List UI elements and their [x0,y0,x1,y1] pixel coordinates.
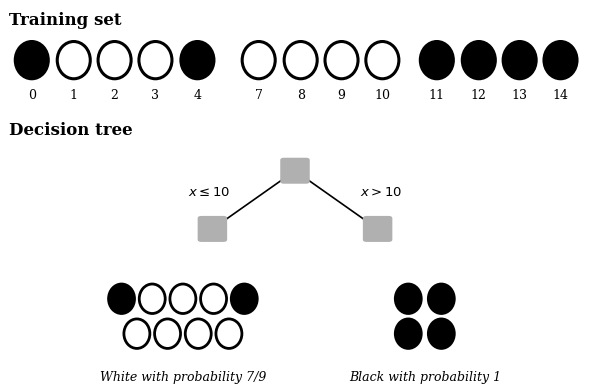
Text: 9: 9 [337,89,346,102]
Ellipse shape [395,319,421,348]
Ellipse shape [201,284,227,314]
Text: 0: 0 [28,89,36,102]
Ellipse shape [242,42,275,79]
Ellipse shape [366,42,399,79]
Text: 10: 10 [375,89,391,102]
Ellipse shape [57,42,90,79]
Text: Training set: Training set [9,12,122,29]
Text: 7: 7 [255,89,263,102]
Ellipse shape [325,42,358,79]
Ellipse shape [428,284,454,314]
Text: 4: 4 [194,89,201,102]
Text: Black with probability 1: Black with probability 1 [349,371,501,384]
Text: 14: 14 [552,89,569,102]
Ellipse shape [420,42,453,79]
Text: Decision tree: Decision tree [9,122,133,139]
Ellipse shape [98,42,131,79]
Text: $x > 10$: $x > 10$ [360,185,402,199]
Text: 13: 13 [512,89,527,102]
Ellipse shape [170,284,196,314]
Ellipse shape [231,284,257,314]
FancyBboxPatch shape [198,216,227,242]
FancyBboxPatch shape [363,216,392,242]
Ellipse shape [463,42,496,79]
Ellipse shape [124,319,150,348]
Ellipse shape [109,284,135,314]
Ellipse shape [544,42,577,79]
Ellipse shape [185,319,211,348]
Text: $x \leq 10$: $x \leq 10$ [188,185,230,199]
Ellipse shape [428,319,454,348]
Text: 2: 2 [111,89,119,102]
Ellipse shape [139,284,165,314]
Text: 12: 12 [471,89,487,102]
Ellipse shape [155,319,181,348]
Ellipse shape [503,42,536,79]
Text: 11: 11 [429,89,445,102]
Ellipse shape [284,42,317,79]
Text: 1: 1 [70,89,78,102]
Ellipse shape [181,42,214,79]
FancyBboxPatch shape [280,158,310,184]
Ellipse shape [395,284,421,314]
Ellipse shape [15,42,48,79]
Ellipse shape [216,319,242,348]
Ellipse shape [139,42,172,79]
Text: 3: 3 [152,89,159,102]
Text: 8: 8 [297,89,304,102]
Text: White with probability 7/9: White with probability 7/9 [100,371,266,384]
